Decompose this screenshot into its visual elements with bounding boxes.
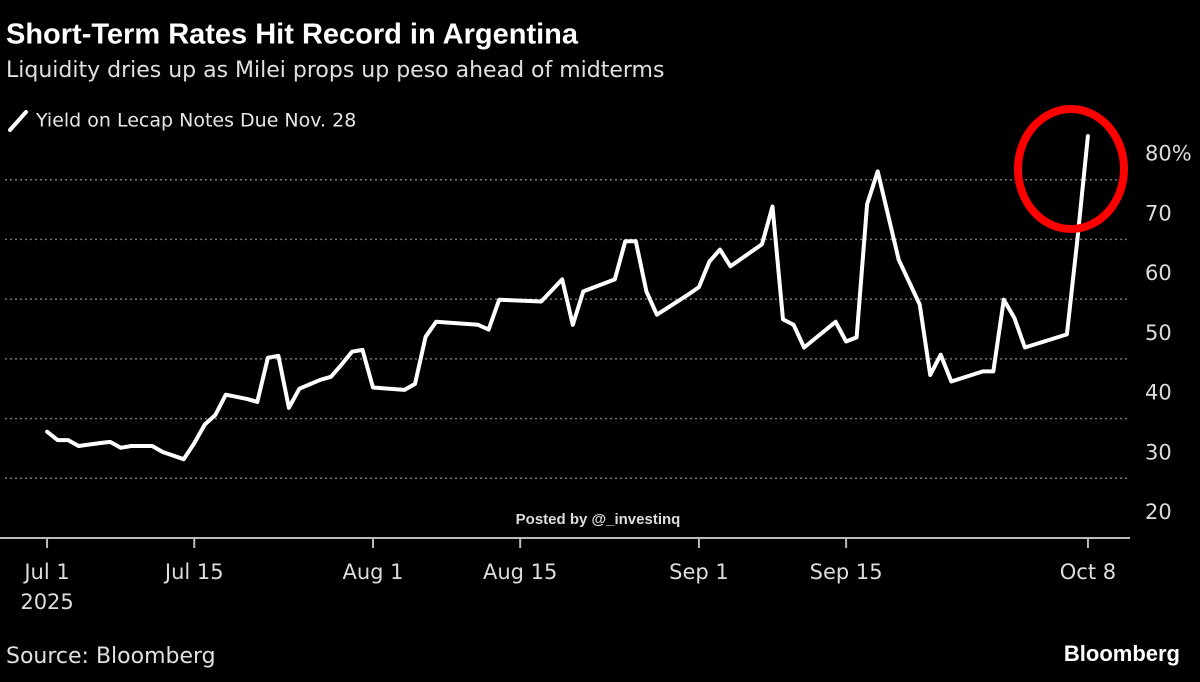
x-tick-label: Aug 1 [342,560,403,584]
source: Source: Bloomberg [6,644,216,669]
y-tick-label: 80% [1145,142,1192,166]
x-tick-label: Aug 15 [483,560,557,584]
series-line [45,134,1090,462]
x-tick-label: Oct 8 [1060,560,1116,584]
x-year-label: 2025 [20,590,73,614]
highlight-circle [1014,105,1128,233]
y-tick-label: 20 [1145,500,1172,524]
x-tick-label: Jul 15 [163,560,224,584]
y-tick-label: 60 [1145,261,1172,285]
x-tick-label: Sep 1 [669,560,729,584]
legend-label: Yield on Lecap Notes Due Nov. 28 [35,110,356,132]
chart-title: Short-Term Rates Hit Record in Argentina [6,19,579,51]
chart-subtitle: Liquidity dries up as Milei props up pes… [6,58,664,83]
brand: Bloomberg [1064,641,1180,666]
y-tick-label: 70 [1145,201,1172,225]
plot: 20 30 40 50 60 70 80% Jul 1 2025 Jul 15 Aug 1 Aug 1… [0,134,1192,614]
watermark: Posted by @_investinq [516,511,681,528]
y-tick-label: 40 [1145,381,1172,405]
y-tick-label: 30 [1145,440,1172,464]
y-tick-label: 50 [1145,321,1172,345]
x-tick-label: Sep 15 [810,560,883,584]
x-tick-label: Jul 1 [22,560,69,584]
legend-swatch [8,110,28,132]
